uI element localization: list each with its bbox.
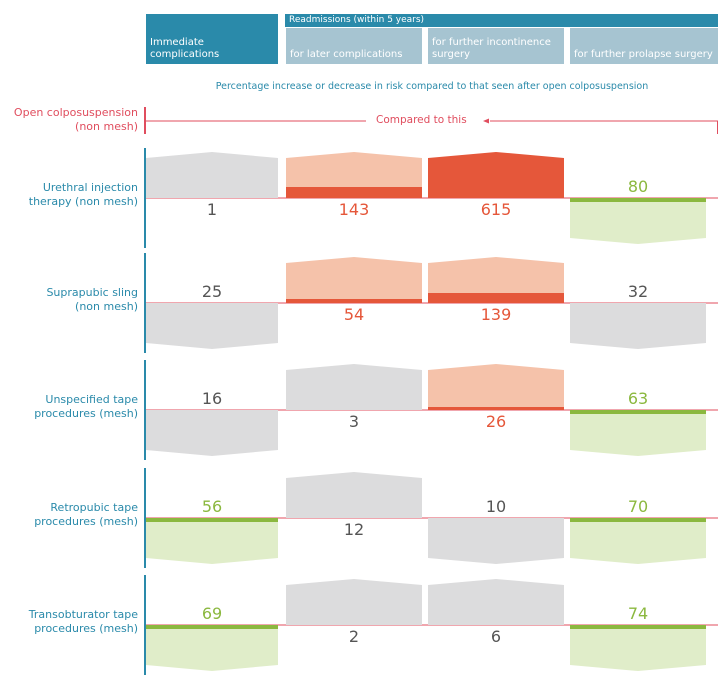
cell-shape	[286, 364, 422, 410]
cell-value: 6	[491, 627, 501, 646]
row-label-line: Retropubic tape	[50, 501, 138, 514]
row-marker-bar	[144, 575, 146, 675]
row-label-line: procedures (mesh)	[34, 407, 138, 420]
compared-to-this-label: Compared to this	[372, 114, 471, 126]
header-label: for later complications	[290, 49, 403, 60]
row-label-line: procedures (mesh)	[34, 622, 138, 635]
row-marker-bar	[144, 468, 146, 568]
cell-magnitude-band	[286, 299, 422, 303]
row-label-line: Unspecified tape	[45, 393, 138, 406]
cell-magnitude-band	[146, 518, 278, 522]
cell-shape	[570, 518, 706, 564]
cell-shape	[286, 152, 422, 198]
chart-subtitle: Percentage increase or decrease in risk …	[215, 81, 649, 92]
cell-magnitude-band	[146, 625, 278, 629]
row-label: Unspecified tape procedures (mesh)	[0, 393, 138, 421]
cell-magnitude-band	[570, 410, 706, 414]
cell-shape	[428, 152, 564, 198]
cell-shape	[146, 303, 278, 349]
cell-shape	[146, 410, 278, 456]
cell-value: 1	[207, 200, 217, 219]
row-marker-bar	[144, 253, 146, 353]
cell-value: 2	[349, 627, 359, 646]
cell-shape	[146, 625, 278, 671]
row-label-line: Suprapubic sling	[46, 286, 138, 299]
cell-magnitude-band	[570, 198, 706, 202]
cell-value: 10	[486, 497, 506, 516]
row-label: Retropubic tape procedures (mesh)	[0, 501, 138, 529]
cell-magnitude-band	[570, 625, 706, 629]
reference-marker-bar	[144, 107, 146, 134]
cell-value: 143	[339, 200, 370, 219]
cell-shape	[428, 257, 564, 303]
cell-value: 16	[202, 389, 222, 408]
reference-label-line1: Open colposuspension	[13, 106, 138, 119]
cell-value: 25	[202, 282, 222, 301]
header-further-incontinence: for further incontinence surgery	[428, 28, 564, 64]
row-label-line: procedures (mesh)	[34, 515, 138, 528]
cell-value: 26	[486, 412, 506, 431]
row-label: Suprapubic sling (non mesh)	[0, 286, 138, 314]
cell-value: 12	[344, 520, 364, 539]
row-label-line: therapy (non mesh)	[28, 195, 138, 208]
cell-shape	[146, 152, 278, 198]
row-label-line: Urethral injection	[42, 181, 138, 194]
header-label: Immediate complications	[150, 37, 220, 60]
header-immediate-complications: Immediate complications	[146, 14, 278, 64]
cell-shape	[428, 518, 564, 564]
header-label: for further incontinence surgery	[432, 37, 551, 60]
cell-shape	[286, 579, 422, 625]
cell-value: 80	[628, 177, 648, 196]
cell-value: 32	[628, 282, 648, 301]
cell-shape	[428, 579, 564, 625]
cell-shape	[428, 364, 564, 410]
header-later-complications: for later complications	[286, 28, 422, 64]
reference-arrow-icon	[483, 118, 489, 124]
cell-shape	[570, 303, 706, 349]
cell-value: 74	[628, 604, 648, 623]
cell-value: 63	[628, 389, 648, 408]
cell-magnitude-band	[286, 187, 422, 198]
row-label: Urethral injection therapy (non mesh)	[0, 181, 138, 209]
row-marker-bar	[144, 360, 146, 460]
cell-value: 69	[202, 604, 222, 623]
row-label-line: (non mesh)	[75, 300, 138, 313]
cell-magnitude-band	[570, 518, 706, 522]
cell-shape	[286, 257, 422, 303]
cell-shape	[570, 198, 706, 244]
cell-value: 56	[202, 497, 222, 516]
cell-magnitude-band	[428, 293, 564, 303]
row-marker-bar	[144, 148, 146, 248]
reference-label: Open colposuspension (non mesh)	[0, 106, 138, 134]
header-further-prolapse: for further prolapse surgery	[570, 28, 718, 64]
reference-label-line2: (non mesh)	[75, 120, 138, 133]
cell-value: 615	[481, 200, 512, 219]
cell-value: 139	[481, 305, 512, 324]
cell-shape	[286, 472, 422, 518]
cell-shape	[570, 410, 706, 456]
row-label: Transobturator tape procedures (mesh)	[0, 608, 138, 636]
cell-value: 3	[349, 412, 359, 431]
cell-shape	[146, 518, 278, 564]
header-readmissions-group: Readmissions (within 5 years)	[285, 14, 718, 27]
header-label: for further prolapse surgery	[574, 49, 713, 60]
cell-shape	[570, 625, 706, 671]
cell-value: 54	[344, 305, 364, 324]
cell-value: 70	[628, 497, 648, 516]
cell-magnitude-band	[428, 407, 564, 410]
row-label-line: Transobturator tape	[28, 608, 138, 621]
